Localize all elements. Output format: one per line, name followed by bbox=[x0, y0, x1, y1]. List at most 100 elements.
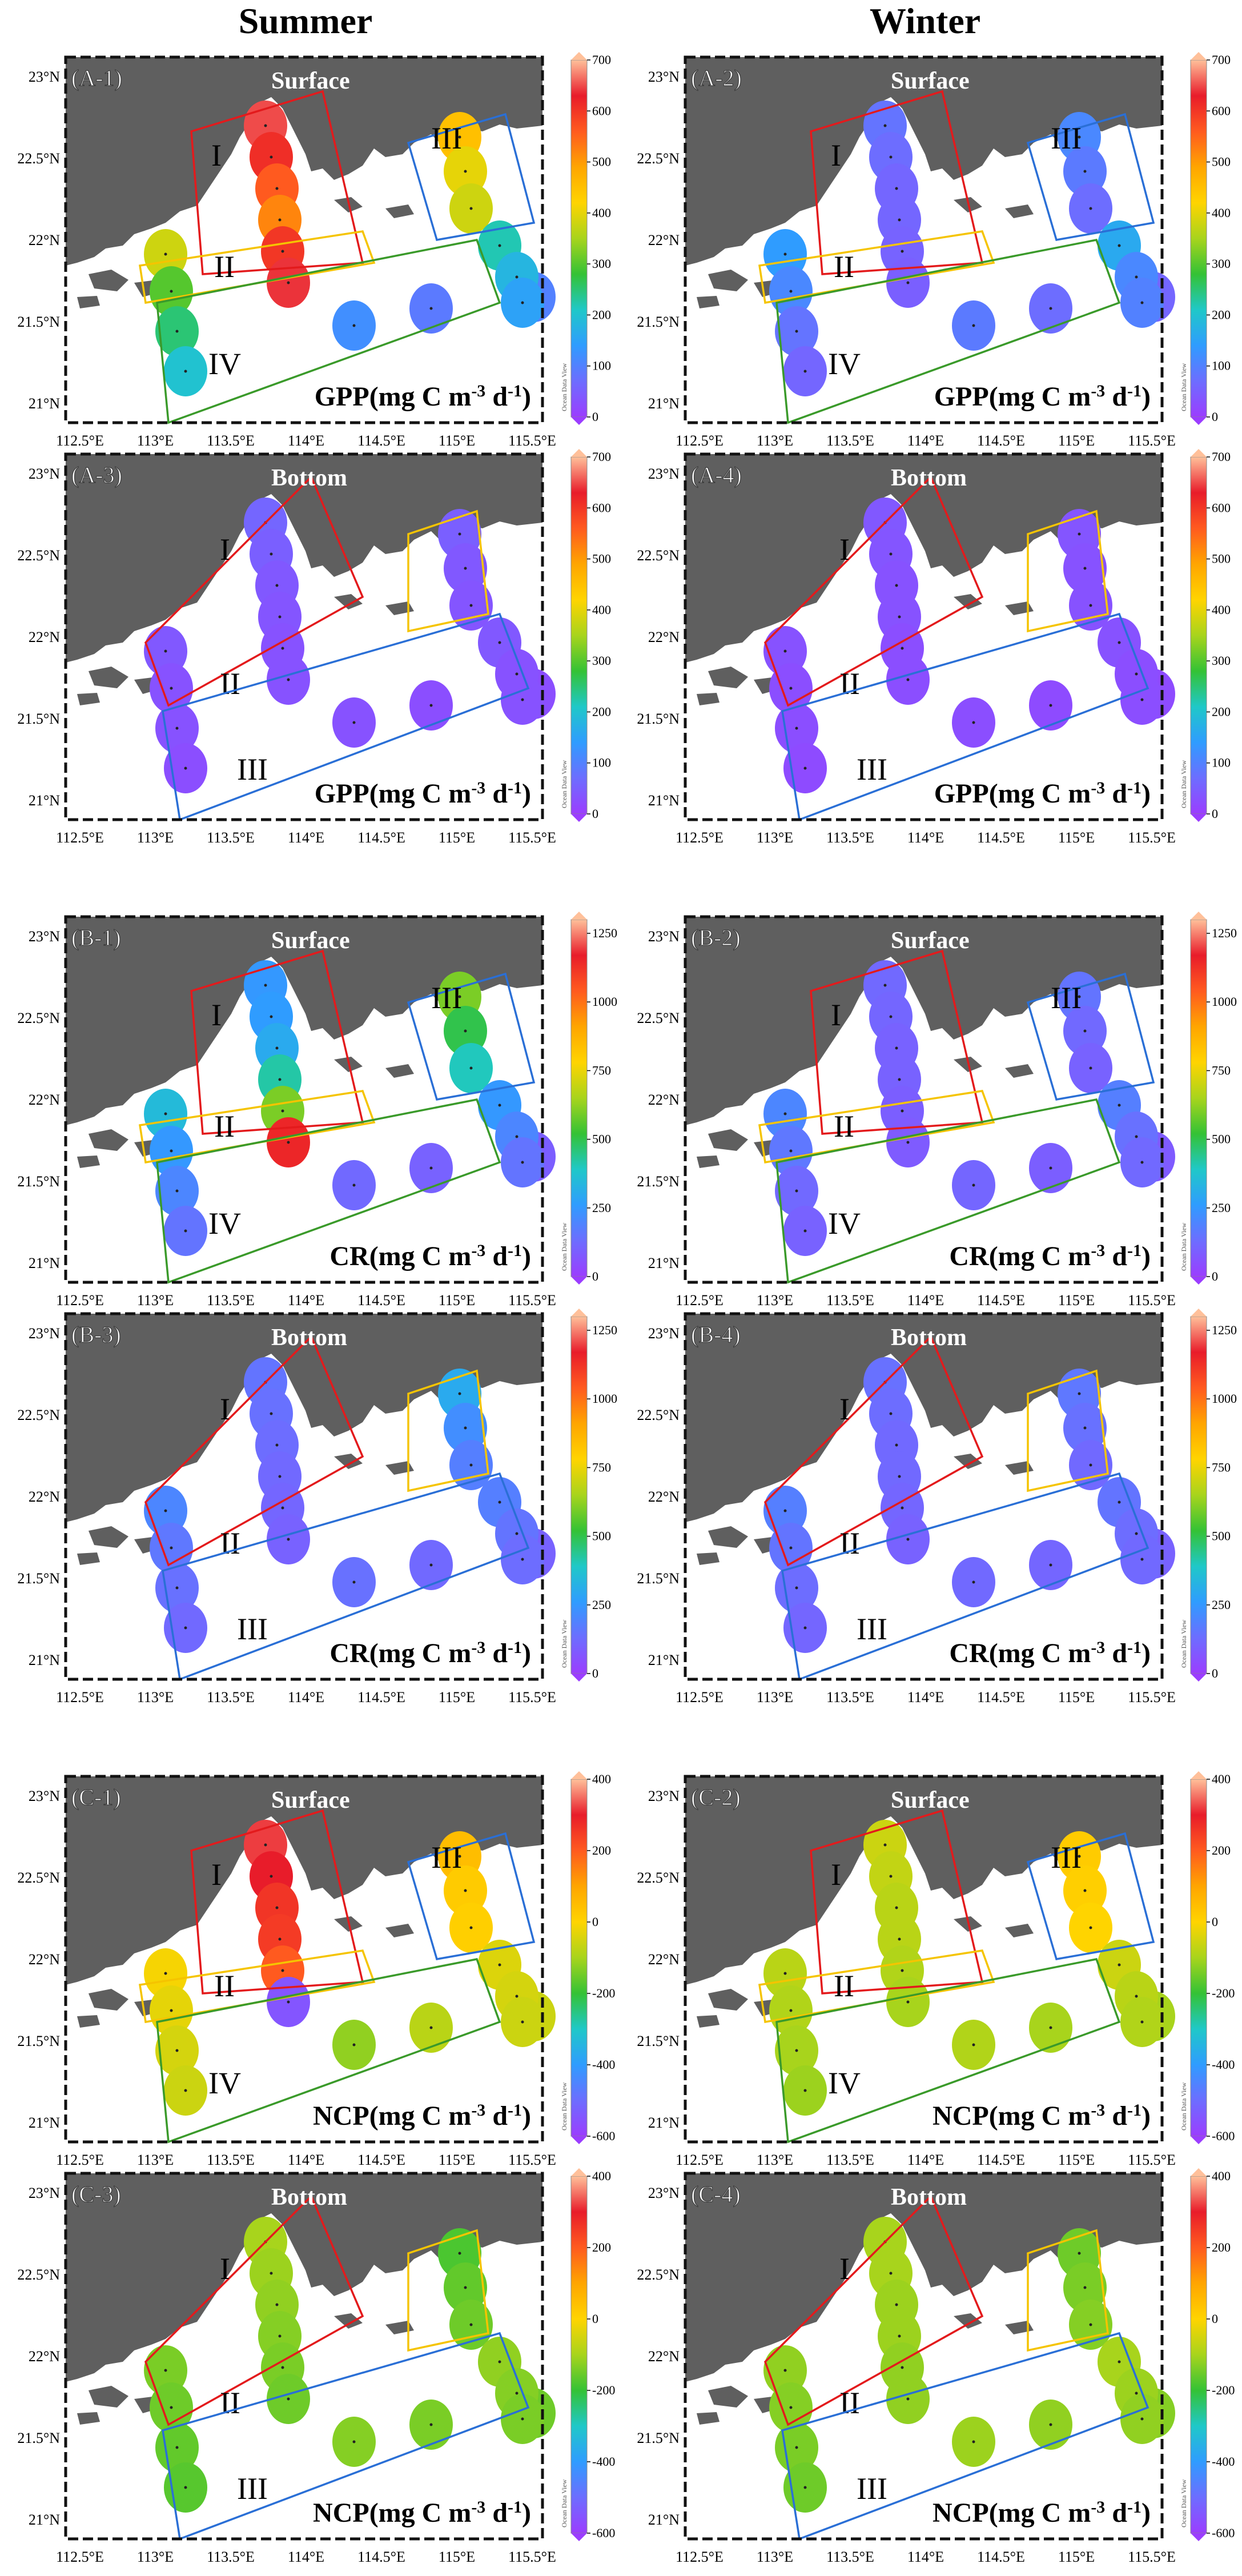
colorbar-tick-label: 700 bbox=[1212, 450, 1231, 464]
station-dot bbox=[281, 250, 284, 253]
station-dot bbox=[901, 2366, 904, 2369]
island bbox=[954, 594, 982, 609]
region-label-iii: III bbox=[237, 752, 268, 787]
lat-tick: 21.5°N bbox=[17, 2033, 60, 2049]
station-dot bbox=[1140, 698, 1144, 701]
station-dot bbox=[469, 604, 473, 607]
station-dot bbox=[1083, 567, 1087, 570]
station-dot bbox=[498, 1500, 501, 1504]
station-dot bbox=[184, 370, 187, 373]
station-dot bbox=[429, 2026, 433, 2029]
island bbox=[697, 2412, 720, 2425]
station-dot bbox=[458, 135, 461, 139]
colorbar-tick-label: 250 bbox=[592, 1598, 611, 1612]
region-label-iv: IV bbox=[208, 347, 241, 381]
map-frame bbox=[684, 452, 1164, 821]
lon-tick: 115.5°E bbox=[1128, 432, 1176, 449]
colorbar-tick-label: -400 bbox=[592, 2057, 615, 2072]
lat-tick: 22.5°N bbox=[637, 1407, 680, 1423]
lat-tick: 21°N bbox=[29, 792, 60, 809]
colorbar-tick-label: 200 bbox=[592, 307, 611, 322]
colorbar-cap-top bbox=[1191, 52, 1207, 60]
station-dot bbox=[972, 1183, 975, 1187]
lat-tick: 21.5°N bbox=[17, 314, 60, 330]
station-dot bbox=[170, 687, 173, 690]
station-dot bbox=[464, 1426, 467, 1430]
colorbar-tick-label: 600 bbox=[1212, 103, 1231, 118]
station-dot bbox=[1078, 135, 1081, 139]
region-box-iii bbox=[162, 612, 530, 821]
region-box-iii bbox=[162, 2332, 530, 2541]
colorbar-tick-label: 0 bbox=[1212, 2312, 1218, 2326]
colorbar-tick-label: 700 bbox=[1212, 53, 1231, 67]
lat-tick: 22°N bbox=[29, 1951, 60, 1968]
colorbar-tick-label: 500 bbox=[592, 155, 611, 169]
station-dot bbox=[429, 1166, 433, 1170]
colorbar-tick-label: 300 bbox=[592, 256, 611, 271]
station-dot bbox=[278, 615, 282, 619]
region-box-iii bbox=[407, 972, 536, 1101]
layer-label: Surface bbox=[271, 1787, 350, 1813]
colorbar-cap-bottom bbox=[1191, 814, 1207, 822]
station-dot bbox=[1135, 275, 1138, 279]
lon-tick: 113.5°E bbox=[207, 829, 255, 846]
lat-tick: 21.5°N bbox=[637, 1173, 680, 1190]
lat-tick: 22.5°N bbox=[17, 150, 60, 167]
colorbar-tick-label: 1250 bbox=[1212, 926, 1237, 940]
colorbar-cap-top bbox=[571, 449, 587, 457]
lon-tick: 113.5°E bbox=[207, 1689, 255, 1706]
station-dot bbox=[352, 1580, 356, 1584]
colorbar-tick-label: 500 bbox=[1212, 155, 1231, 169]
region-label-i: I bbox=[211, 1857, 222, 1892]
lat-tick: 21°N bbox=[29, 2114, 60, 2131]
region-box-iv bbox=[775, 1098, 1121, 1284]
region-box-i bbox=[763, 1334, 984, 1567]
layer-label: Bottom bbox=[271, 1325, 347, 1351]
region-label-i: I bbox=[211, 998, 222, 1032]
lon-tick: 113°E bbox=[137, 1292, 174, 1309]
region-label-ii: II bbox=[214, 250, 235, 284]
lon-tick: 114°E bbox=[288, 829, 324, 846]
region-box-ii bbox=[1027, 1369, 1109, 1492]
lat-tick: 21°N bbox=[648, 395, 680, 412]
station-dot bbox=[889, 155, 893, 159]
lat-tick: 22°N bbox=[648, 2348, 680, 2365]
panel-label: (B-2) bbox=[691, 925, 741, 950]
lon-tick: 113.5°E bbox=[826, 1292, 874, 1309]
colorbar-tick-label: 100 bbox=[592, 359, 611, 373]
colorbar-tick-label: 400 bbox=[592, 2169, 611, 2183]
colorbar bbox=[1190, 59, 1207, 418]
station-dot bbox=[906, 2000, 910, 2004]
station-dot bbox=[1140, 1558, 1144, 1561]
station-dot bbox=[803, 1229, 807, 1233]
colorbar-tick-label: 300 bbox=[592, 653, 611, 668]
lon-tick: 113.5°E bbox=[826, 2549, 874, 2565]
metric-label: NCP(mg C m-3 d-1) bbox=[313, 2101, 531, 2132]
colorbar-tick-label: 100 bbox=[1212, 359, 1231, 373]
land-mass bbox=[685, 1314, 1162, 1522]
lon-tick: 113°E bbox=[137, 432, 174, 449]
map-panel-b-3: I II III (B-3) Bottom CR(mg C m-3 d-1) 23°N 22.… bbox=[11, 1305, 617, 1716]
colorbar-tick-label: 400 bbox=[1212, 2169, 1231, 2183]
station-dot bbox=[429, 704, 433, 707]
lon-tick: 113.5°E bbox=[826, 2152, 874, 2168]
lon-tick: 113.5°E bbox=[826, 432, 874, 449]
station-dot bbox=[352, 2043, 356, 2047]
colorbar-cap-bottom bbox=[571, 814, 587, 822]
map-panel-c-1: I II III IV (C-1) Surface NCP(mg C m-3 d-1) 23°… bbox=[11, 1768, 617, 2179]
station-dot bbox=[795, 1586, 798, 1590]
region-label-ii: II bbox=[834, 250, 854, 284]
station-dot bbox=[889, 1015, 893, 1018]
station-dot bbox=[906, 2397, 910, 2401]
station-dot bbox=[1049, 2423, 1052, 2426]
colorbar-tick-label: 400 bbox=[1212, 206, 1231, 220]
region-box-ii bbox=[1027, 509, 1109, 633]
station-dot bbox=[1089, 1463, 1092, 1467]
colorbar-cap-top bbox=[571, 52, 587, 60]
colorbar-tick-label: 1250 bbox=[592, 926, 617, 940]
colorbar-tick-label: 1250 bbox=[1212, 1323, 1237, 1337]
map-frame bbox=[64, 2172, 544, 2541]
